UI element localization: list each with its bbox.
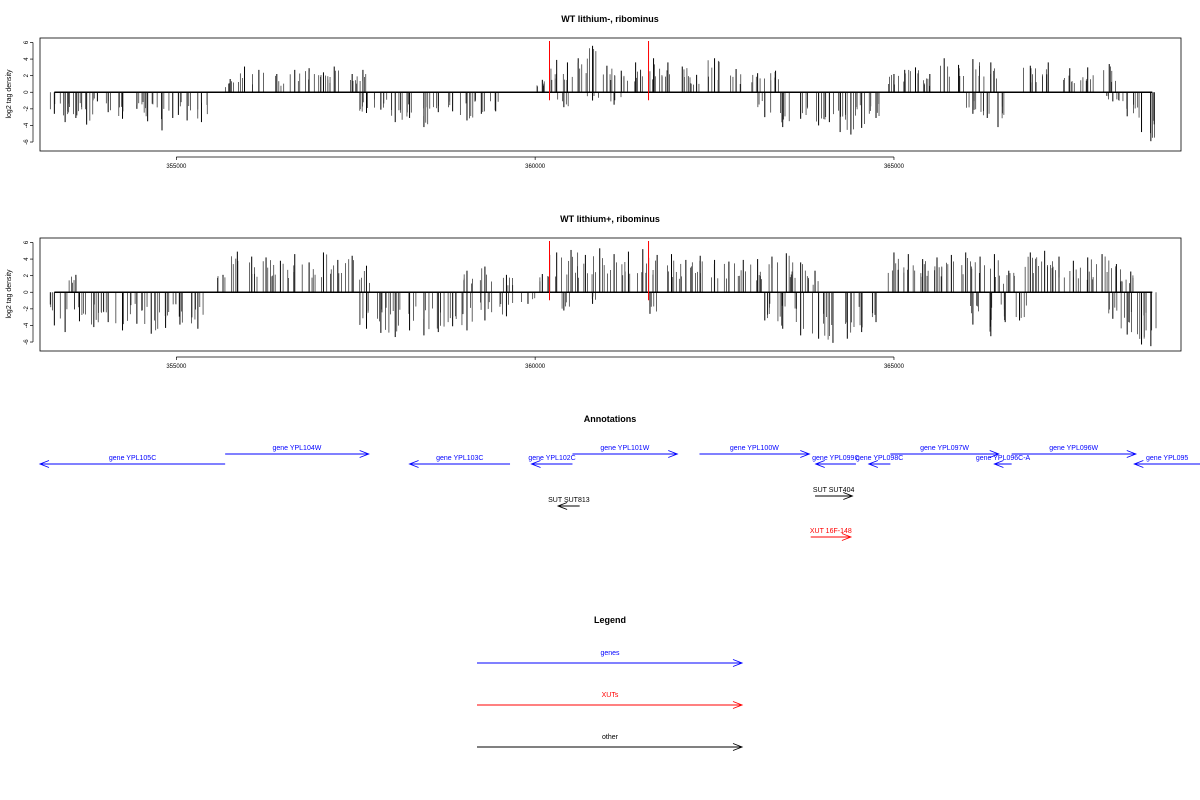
legend-item-genes: genes (477, 650, 744, 667)
feature-label: gene YPL104W (272, 445, 321, 452)
feature-sut-sut404: SUT SUT404 (813, 487, 855, 500)
feature-arrow-head (408, 460, 419, 468)
x-axis: 355000 360000 365000 (166, 356, 905, 370)
legend-item-xuts: XUTs (477, 692, 744, 709)
y-tick-label: 2 (24, 73, 30, 77)
y-tick-label: 0 (24, 290, 30, 294)
feature-xut-16f-148: XUT 16F-148 (810, 528, 853, 541)
feature-arrow-head (867, 460, 879, 468)
feature-label: SUT SUT813 (548, 497, 590, 504)
plot-frame (39, 237, 1182, 352)
y-tick-label: 0 (24, 90, 30, 94)
track-panel-lithium-plus: WT lithium+, ribominus log2 tag density … (6, 214, 1182, 370)
x-axis: 355000 360000 365000 (166, 156, 905, 170)
feature-sut-sut813: SUT SUT813 (548, 497, 590, 510)
feature-arrow-head (556, 502, 568, 510)
red-marker-lines (549, 241, 650, 301)
y-tick-label: 4 (24, 57, 30, 61)
legend-label: XUTs (602, 692, 619, 699)
y-tick-label: -4 (24, 122, 30, 128)
x-tick-label: 365000 (884, 164, 905, 170)
feature-arrow-head (1133, 460, 1144, 468)
x-tick-label: 365000 (884, 364, 905, 370)
y-tick-label: -6 (24, 139, 30, 145)
feature-arrow-head (530, 460, 541, 468)
legend-arrow-head (732, 743, 744, 751)
signal-bars (49, 45, 1155, 142)
y-axis-label: log2 tag density (6, 269, 13, 319)
legend-item-other: other (477, 734, 744, 751)
x-tick-label: 355000 (166, 364, 187, 370)
annotations-title: Annotations (584, 414, 637, 424)
feature-arrow-head (989, 450, 1000, 458)
panel-title: WT lithium-, ribominus (561, 14, 659, 24)
track-panel-lithium-minus: WT lithium-, ribominus log2 tag density … (6, 14, 1182, 170)
y-axis-label: log2 tag density (6, 69, 13, 119)
red-marker-lines (549, 41, 650, 101)
feature-arrow-head (800, 450, 811, 458)
legend-label: other (602, 734, 619, 741)
y-tick-label: -6 (24, 339, 30, 345)
feature-label: gene YPL100W (730, 445, 779, 452)
feature-label: gene YPL097W (920, 445, 969, 452)
y-tick-label: 4 (24, 257, 30, 261)
legend: Legend genes XUTs other (477, 615, 744, 751)
feature-gene-ypl097w: gene YPL097W (890, 445, 1000, 458)
feature-gene-ypl104w: gene YPL104W (225, 445, 370, 458)
legend-items: genes XUTs other (477, 650, 744, 751)
feature-label: gene YPL098C (856, 455, 903, 462)
legend-label: genes (600, 650, 620, 657)
feature-label: XUT 16F-148 (810, 528, 852, 535)
feature-arrow-head (814, 460, 825, 468)
y-tick-label: 2 (24, 273, 30, 277)
feature-label: SUT SUT404 (813, 487, 855, 494)
feature-gene-ypl102c: gene YPL102C (528, 455, 576, 468)
annotation-features: gene YPL105C gene YPL104W gene YPL103C gene… (38, 445, 1200, 541)
signal-bars (49, 248, 1157, 347)
feature-gene-ypl099c: gene YPL099C (812, 455, 860, 468)
feature-label: gene YPL101W (600, 445, 649, 452)
feature-label: gene YPL096W (1049, 445, 1098, 452)
feature-gene-ypl100w: gene YPL100W (699, 445, 811, 458)
y-tick-label: -4 (24, 322, 30, 328)
feature-arrow-head (38, 460, 50, 468)
feature-label: gene YPL105C (109, 455, 156, 462)
feature-gene-ypl101w: gene YPL101W (572, 445, 679, 458)
feature-arrow-head (668, 450, 679, 458)
feature-label: gene YPL095 (1146, 455, 1188, 462)
feature-arrow-head (843, 492, 854, 500)
feature-gene-ypl105c: gene YPL105C (38, 455, 226, 468)
y-tick-label: 6 (24, 240, 30, 244)
feature-gene-ypl098c: gene YPL098C (856, 455, 903, 468)
x-tick-label: 355000 (166, 164, 187, 170)
feature-gene-ypl096w: gene YPL096W (1011, 445, 1138, 458)
x-tick-label: 360000 (525, 364, 546, 370)
y-axis: 6 4 2 0 -2 -4 -6 (24, 240, 34, 345)
x-tick-label: 360000 (525, 164, 546, 170)
feature-gene-ypl095: gene YPL095 (1133, 455, 1200, 468)
y-tick-label: 6 (24, 40, 30, 44)
y-tick-label: -2 (24, 306, 30, 312)
plot-frame (39, 37, 1182, 152)
feature-label: gene YPL096C-A (976, 455, 1031, 462)
feature-gene-ypl103c: gene YPL103C (408, 455, 511, 468)
legend-arrow-head (732, 659, 744, 667)
feature-arrow-head (841, 533, 853, 541)
legend-title: Legend (594, 615, 626, 625)
panel-title: WT lithium+, ribominus (560, 214, 660, 224)
y-axis: 6 4 2 0 -2 -4 -6 (24, 40, 34, 145)
legend-arrow-head (732, 701, 744, 709)
feature-arrow-head (993, 460, 1004, 468)
feature-label: gene YPL099C (812, 455, 859, 462)
feature-label: gene YPL102C (528, 455, 575, 462)
feature-label: gene YPL103C (436, 455, 483, 462)
feature-gene-ypl096c-a: gene YPL096C-A (976, 455, 1031, 468)
y-tick-label: -2 (24, 106, 30, 112)
feature-arrow-head (359, 450, 370, 458)
feature-arrow-head (1126, 450, 1138, 458)
